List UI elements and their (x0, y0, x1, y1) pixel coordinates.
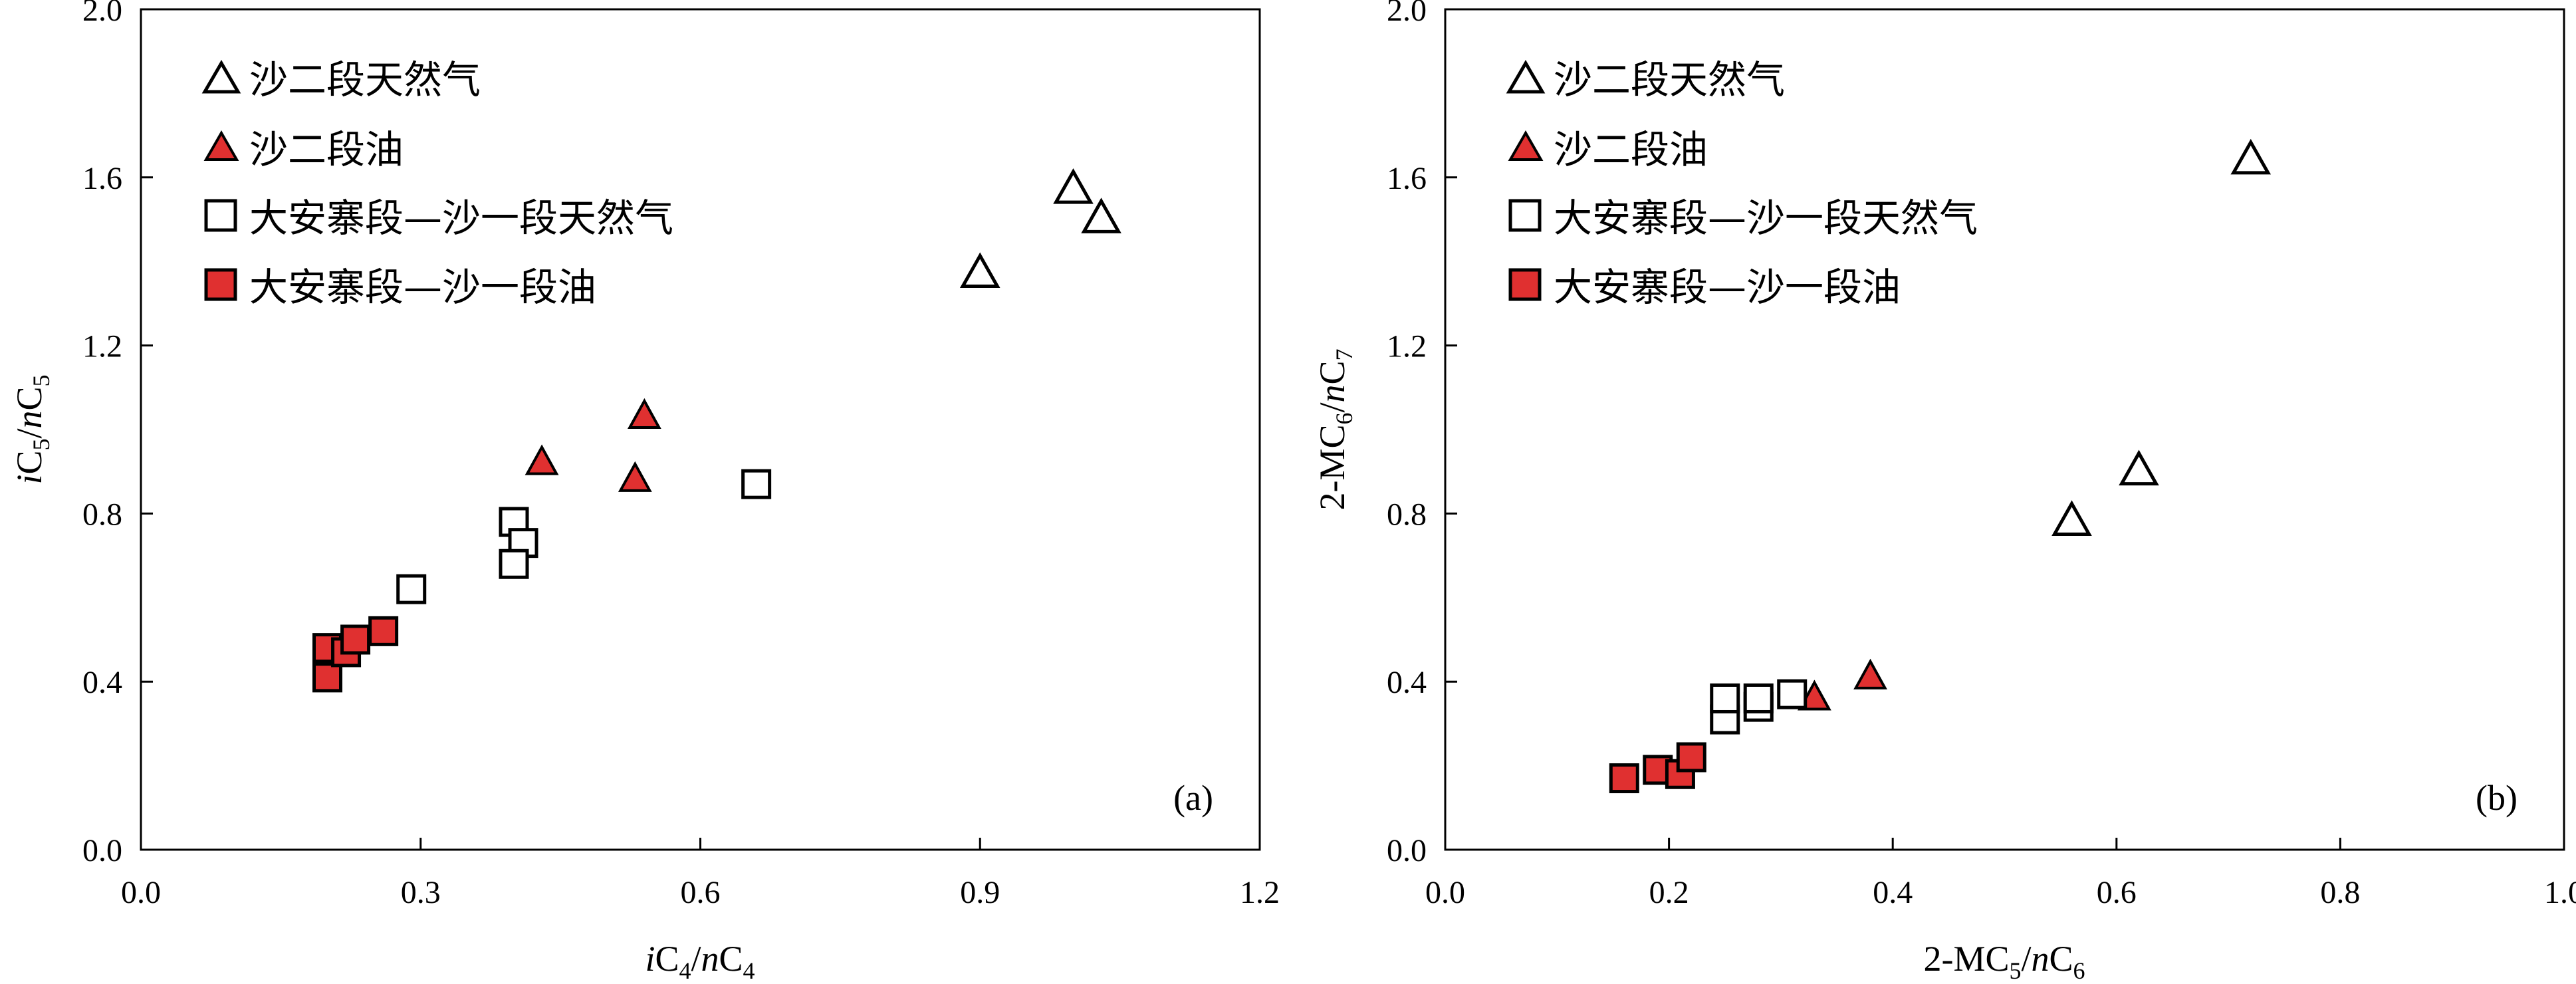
x-tick-label-b-2: 0.4 (1873, 875, 1913, 910)
y-tick-label-b-4: 1.6 (1387, 161, 1427, 196)
y-axis-label-b: 2-MC6/nC7 (1312, 348, 1357, 510)
x-tick-label-b-4: 0.8 (2320, 875, 2360, 910)
legend-label-1: 沙二段天然气 (1554, 57, 1785, 102)
point-a-s1-2 (618, 461, 652, 492)
point-a-s1-0 (525, 444, 559, 475)
data-marks-a (312, 168, 1121, 693)
legend-marker-triangle-filled (1508, 130, 1544, 161)
point-b-s2-4 (1777, 679, 1808, 709)
x-tick-label-a-2: 0.6 (681, 875, 721, 910)
y-tick-label-a-5: 2.0 (82, 0, 122, 28)
legend-b: 沙二段天然气 沙二段油 大安寨段—沙一段天然气 大安寨段—沙一段油 (1506, 57, 1978, 310)
legend-marker-square-open (204, 199, 237, 232)
x-tick-label-b-1: 0.2 (1649, 875, 1689, 910)
y-tick-label-a-3: 1.2 (82, 329, 122, 364)
chart-panel-b: 0.0 0.2 0.4 0.6 0.8 1.0 0.0 0.4 0.8 1.2 1.6 2.0 沙二段… (1312, 0, 2576, 984)
panel-label-a: (a) (1173, 778, 1213, 818)
x-tick-label-b-3: 0.6 (2097, 875, 2137, 910)
point-b-s3-0 (1609, 763, 1639, 794)
point-a-s3-4 (368, 616, 399, 646)
legend-label-3: 大安寨段—沙一段天然气 (249, 195, 673, 241)
point-a-s0-1 (1053, 168, 1094, 204)
legend-label-3: 大安寨段—沙一段天然气 (1554, 195, 1978, 241)
point-a-s3-3 (340, 624, 371, 655)
x-tick-label-a-1: 0.3 (401, 875, 441, 910)
y-tick-label-a-2: 0.8 (82, 497, 122, 532)
point-b-s0-1 (2119, 449, 2159, 486)
point-a-s0-0 (959, 252, 1000, 289)
ticks-a: 0.0 0.3 0.6 0.9 1.2 0.0 0.4 0.8 1.2 1.6 2.0 (82, 0, 1280, 910)
plot-area-b (1444, 8, 2565, 851)
x-axis-label-b: 2-MC5/nC6 (1923, 939, 2085, 984)
point-a-s1-1 (627, 398, 661, 430)
legend-marker-triangle-open (1506, 60, 1546, 94)
y-tick-label-b-1: 0.4 (1387, 665, 1427, 700)
point-a-s2-3 (499, 549, 529, 579)
y-tick-label-b-0: 0.0 (1387, 833, 1427, 868)
chart-panel-a: 0.0 0.3 0.6 0.9 1.2 0.0 0.4 0.8 1.2 1.6 2.0 沙二段天然气… (9, 0, 1280, 984)
point-b-s0-2 (2230, 138, 2272, 175)
y-tick-label-b-2: 0.8 (1387, 497, 1427, 532)
point-a-s2-0 (396, 574, 427, 604)
legend-marker-square-open (1508, 199, 1542, 232)
x-tick-label-a-0: 0.0 (121, 875, 161, 910)
panel-label-b: (b) (2476, 778, 2517, 818)
y-tick-label-a-1: 0.4 (82, 665, 122, 700)
legend-label-1: 沙二段天然气 (249, 57, 481, 102)
y-tick-label-a-4: 1.6 (82, 161, 122, 196)
point-b-s3-3 (1676, 742, 1706, 773)
point-b-s0-0 (2051, 500, 2092, 536)
point-a-s2-4 (741, 469, 772, 499)
legend-a: 沙二段天然气 沙二段油 大安寨段—沙一段天然气 大安寨段—沙一段油 (201, 57, 673, 310)
legend-marker-triangle-open (201, 60, 241, 94)
legend-label-2: 沙二段油 (249, 127, 404, 172)
data-marks-b (1609, 138, 2272, 794)
y-tick-label-b-5: 2.0 (1387, 0, 1427, 28)
x-tick-label-b-5: 1.0 (2544, 875, 2576, 910)
x-tick-label-a-4: 1.2 (1240, 875, 1280, 910)
legend-marker-square-filled (1508, 268, 1542, 301)
legend-marker-square-filled (204, 268, 237, 301)
point-b-s1-1 (1853, 658, 1887, 689)
point-b-s2-3 (1743, 683, 1774, 713)
y-tick-label-b-3: 1.2 (1387, 329, 1427, 364)
point-b-s1-0 (1798, 679, 1831, 711)
x-tick-label-a-3: 0.9 (960, 875, 1000, 910)
x-tick-label-b-0: 0.0 (1425, 875, 1465, 910)
y-tick-label-a-0: 0.0 (82, 833, 122, 868)
legend-label-4: 大安寨段—沙一段油 (249, 265, 596, 310)
legend-marker-triangle-filled (203, 130, 239, 161)
legend-label-2: 沙二段油 (1554, 127, 1708, 172)
point-a-s3-0 (312, 662, 342, 693)
legend-label-4: 大安寨段—沙一段油 (1554, 265, 1901, 310)
y-axis-label-a: iC5/nC5 (9, 374, 55, 484)
point-a-s0-2 (1081, 197, 1121, 233)
x-axis-label-a: iC4/nC4 (645, 939, 755, 984)
point-b-s2-1 (1710, 683, 1740, 713)
ticks-b: 0.0 0.2 0.4 0.6 0.8 1.0 0.0 0.4 0.8 1.2 1.6 2.0 (1387, 0, 2576, 910)
